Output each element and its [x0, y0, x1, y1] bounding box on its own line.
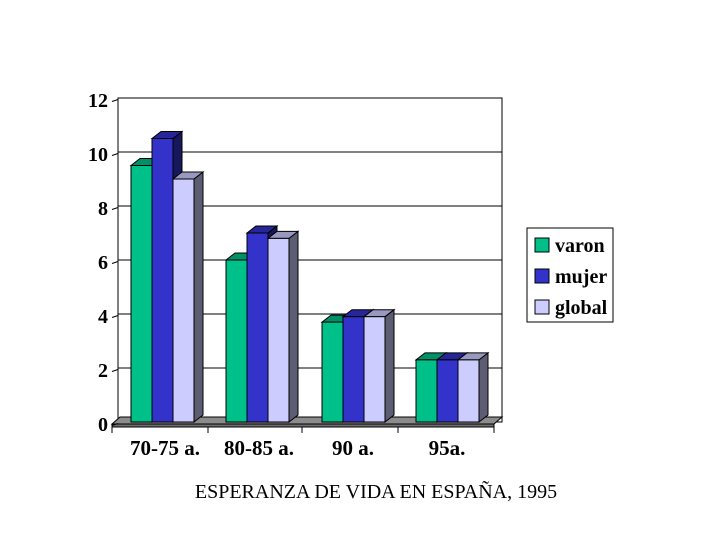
- y-tick-label: 10: [88, 144, 108, 166]
- x-category-label: 95a.: [429, 436, 466, 460]
- legend-label-mujer: mujer: [555, 266, 607, 288]
- bar-front: [172, 178, 195, 423]
- chart-floor: [110, 416, 504, 433]
- bar-global-4: [456, 351, 490, 424]
- y-tick-label: 8: [98, 198, 108, 220]
- legend-label-global: global: [555, 297, 608, 319]
- bar-front: [321, 321, 344, 423]
- y-tick-mark: [111, 207, 119, 210]
- bar-side: [193, 170, 204, 424]
- bar-front: [246, 232, 269, 423]
- y-tick-label: 4: [98, 306, 108, 328]
- y-axis-ticks: 0 2 4 6 8 10 12: [88, 90, 119, 436]
- bars: [129, 130, 490, 424]
- bar-side: [384, 308, 395, 424]
- bar-side: [288, 230, 299, 424]
- bar-front: [225, 259, 248, 423]
- y-tick-label: 2: [98, 360, 108, 382]
- y-tick-mark: [111, 369, 119, 372]
- bar-front: [457, 359, 480, 423]
- bar-front: [130, 165, 153, 423]
- bar-global-3: [362, 308, 396, 424]
- y-tick-mark: [111, 99, 119, 102]
- legend-swatch-mujer: [534, 268, 550, 284]
- floor-front: [111, 423, 495, 428]
- bar-front: [436, 359, 459, 423]
- y-tick-label: 6: [98, 252, 108, 274]
- y-tick-label: 12: [88, 90, 108, 112]
- y-tick-mark: [111, 315, 119, 318]
- legend-swatch-varon: [534, 237, 550, 253]
- chart-caption: ESPERANZA DE VIDA EN ESPAÑA, 1995: [195, 479, 557, 503]
- legend-label-varon: varon: [555, 235, 605, 257]
- y-tick-mark: [111, 423, 119, 426]
- x-axis-labels: 70-75 a. 80-85 a. 90 a. 95a.: [130, 436, 465, 460]
- bar-global-2: [266, 230, 300, 424]
- bar-front: [363, 316, 386, 423]
- bar-front: [151, 138, 174, 423]
- bar-side: [478, 351, 489, 424]
- y-tick-label: 0: [98, 414, 108, 436]
- legend: varon mujer global: [526, 227, 614, 323]
- bar-front: [415, 359, 438, 423]
- x-category-label: 80-85 a.: [224, 436, 294, 460]
- bar-global-1: [171, 170, 205, 424]
- bar-front: [342, 316, 365, 423]
- y-tick-mark: [111, 153, 119, 156]
- x-category-label: 70-75 a.: [130, 436, 200, 460]
- bar-front: [267, 237, 290, 423]
- legend-swatch-global: [534, 299, 550, 315]
- x-category-label: 90 a.: [332, 436, 374, 460]
- y-tick-mark: [111, 261, 119, 264]
